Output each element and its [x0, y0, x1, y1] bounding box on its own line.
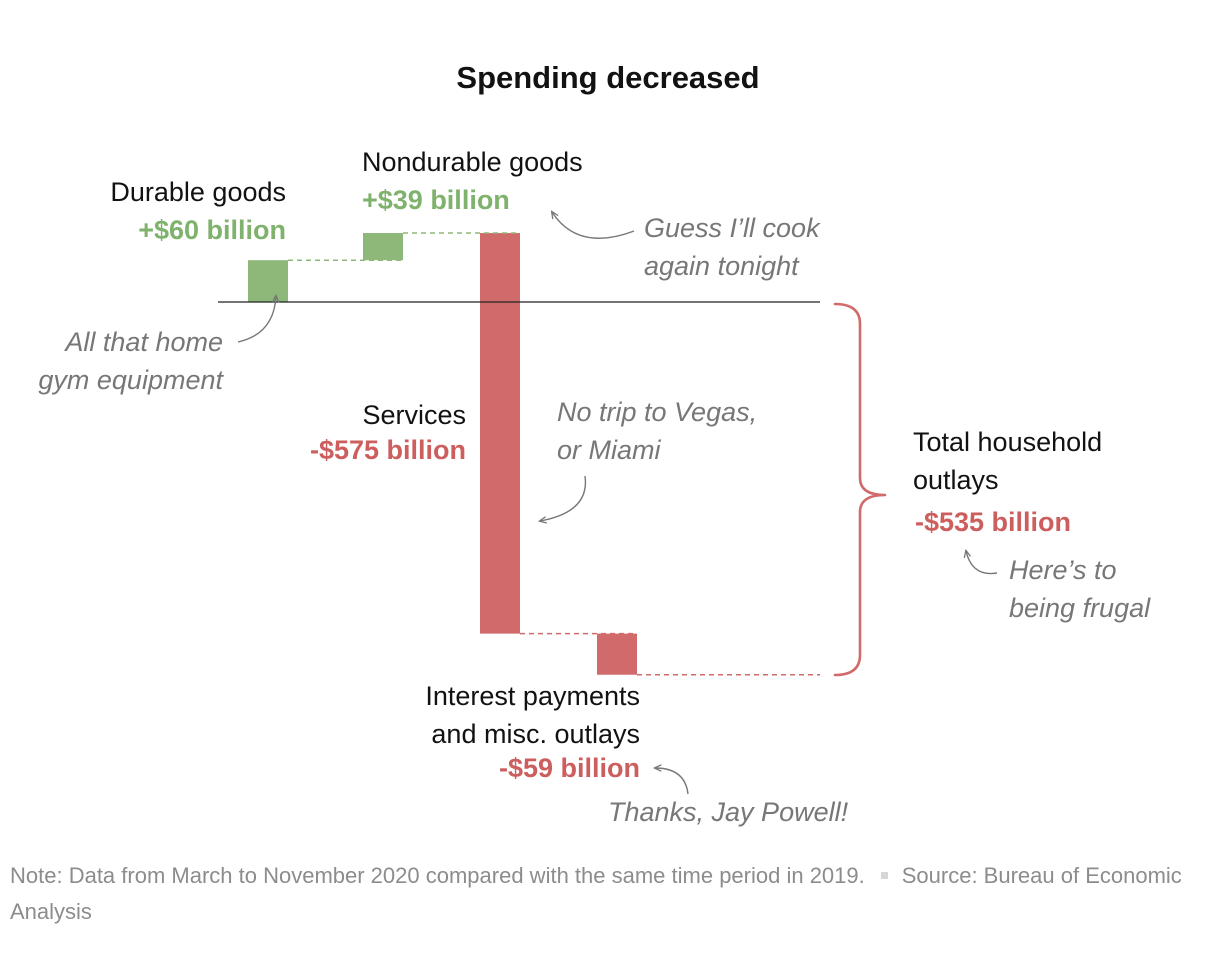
label-interest-line1: Interest payments: [425, 681, 640, 711]
annotation-gym-line2: gym equipment: [38, 365, 224, 395]
bar-interest-payments-and-misc-outlays: [597, 633, 637, 675]
label-nondurable-goods: Nondurable goods: [362, 147, 583, 177]
label-total-line2: outlays: [913, 465, 999, 495]
waterfall-chart: Spending decreased Durable goods +$60 bi…: [38, 60, 1151, 827]
annotation-cook-line1: Guess I’ll cook: [644, 213, 821, 243]
annotation-vegas-line1: No trip to Vegas,: [557, 397, 757, 427]
value-durable-goods: +$60 billion: [138, 215, 286, 245]
value-total: -$535 billion: [915, 507, 1071, 537]
chart-marks: [248, 232, 820, 676]
annotation-cook-line2: again tonight: [644, 251, 800, 281]
annotation-frugal-arrow: [966, 551, 998, 575]
annotation-vegas-line2: or Miami: [557, 435, 662, 465]
annotation-cook-arrow: [552, 212, 635, 239]
chart-title: Spending decreased: [456, 60, 759, 95]
annotation-gym-line1: All that home: [63, 327, 223, 357]
label-durable-goods: Durable goods: [110, 177, 286, 207]
footer: Note: Data from March to November 2020 c…: [10, 858, 1210, 930]
annotation-gym-arrow: [237, 296, 276, 343]
value-services: -$575 billion: [310, 435, 466, 465]
annotation-powell: Thanks, Jay Powell!: [608, 797, 849, 827]
label-services: Services: [362, 400, 466, 430]
label-interest-line2: and misc. outlays: [431, 719, 640, 749]
footer-source: Source: Bureau of Economic Analysis: [10, 863, 1182, 924]
separator-icon: [880, 872, 888, 880]
bar-durable-goods: [248, 260, 288, 302]
value-interest: -$59 billion: [499, 753, 640, 783]
total-bracket: [833, 302, 887, 677]
label-total-line1: Total household: [913, 427, 1102, 457]
bar-services: [480, 233, 520, 634]
footer-note: Note: Data from March to November 2020 c…: [10, 863, 865, 888]
annotation-frugal-line2: being frugal: [1009, 593, 1151, 623]
value-nondurable-goods: +$39 billion: [362, 185, 510, 215]
annotation-frugal-line1: Here’s to: [1009, 555, 1117, 585]
bar-nondurable-goods: [363, 233, 403, 261]
annotation-powell-arrow: [655, 768, 689, 795]
annotation-vegas-arrow: [540, 475, 587, 521]
